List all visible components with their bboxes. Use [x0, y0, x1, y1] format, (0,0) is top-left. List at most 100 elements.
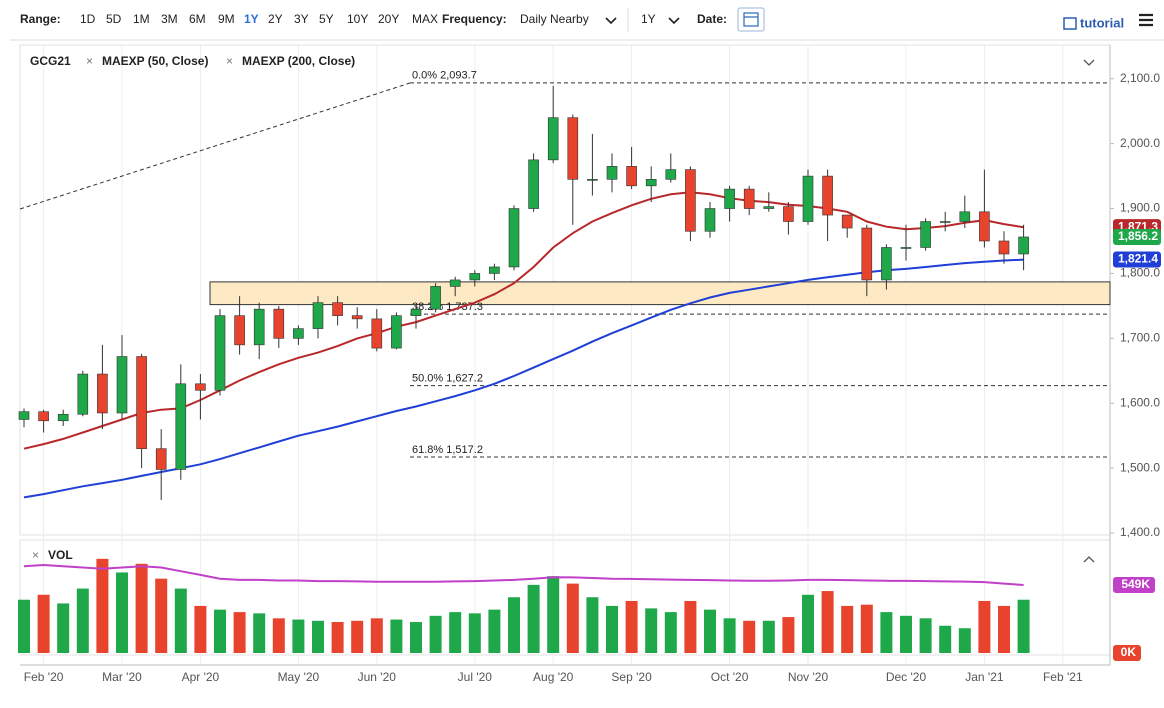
candle-body: [626, 166, 637, 187]
range-button[interactable]: 9M: [218, 12, 235, 26]
y-tick-label: 1,800.0: [1120, 266, 1160, 280]
range-button[interactable]: 3Y: [294, 12, 309, 26]
fib-label: 61.8% 1,517.2: [412, 444, 483, 456]
y-tick-label: 2,000.0: [1120, 136, 1160, 150]
candle-body: [822, 175, 833, 216]
range-button[interactable]: 2Y: [268, 12, 283, 26]
candle-body: [606, 166, 618, 180]
volume-bar: [390, 619, 403, 653]
candle-body: [136, 356, 147, 449]
candle-body: [881, 247, 892, 281]
volume-bar: [762, 620, 775, 653]
candle-body: [332, 302, 343, 316]
x-tick-label: Nov '20: [788, 670, 829, 684]
last-value-tag: [1113, 576, 1155, 593]
fib-trendline: [19, 82, 411, 210]
range-button[interactable]: 5D: [106, 12, 122, 26]
volume-bar: [566, 583, 579, 653]
volume-bar: [841, 605, 854, 653]
last-value-tag: [1113, 228, 1161, 245]
candle-body: [469, 273, 481, 281]
moving-average: [23, 258, 1024, 499]
volume-bar: [782, 617, 795, 653]
y-tick-label: 1,600.0: [1120, 395, 1160, 409]
candle-body: [57, 413, 69, 422]
candle-body: [116, 356, 128, 414]
volume-bar: [919, 618, 932, 653]
candle-body: [489, 266, 500, 274]
volume-bar: [76, 588, 89, 653]
volume-bar: [410, 622, 422, 653]
legend-entry: MAEXP (200, Close): [242, 54, 355, 68]
frequency-select[interactable]: Daily Nearby: [520, 12, 589, 26]
volume-bar: [1017, 599, 1030, 653]
candle-body: [704, 208, 716, 232]
candle-body: [449, 279, 461, 287]
x-tick-label: Apr '20: [182, 670, 220, 684]
candle-body: [998, 240, 1010, 255]
range-button[interactable]: 1D: [80, 12, 96, 26]
expand-button[interactable]: [1083, 556, 1095, 563]
volume-average: [23, 563, 1024, 586]
volume-bar: [880, 612, 893, 653]
collapse-button[interactable]: [1083, 59, 1095, 66]
volume-bar: [370, 618, 383, 653]
last-value-tag: [1113, 251, 1161, 268]
tutorial-link[interactable]: tutorial: [1080, 15, 1124, 30]
range-button[interactable]: 3M: [161, 12, 178, 26]
period-select[interactable]: 1Y: [641, 12, 656, 26]
volume-bar: [57, 603, 70, 653]
fib-label: 38.2% 1,737.3: [412, 301, 483, 313]
range-button[interactable]: 1M: [133, 12, 150, 26]
candle-body: [273, 308, 285, 339]
volume-bar: [116, 572, 128, 653]
candle-body: [547, 117, 559, 161]
candle-body: [528, 159, 539, 209]
range-button[interactable]: 1Y: [244, 12, 259, 26]
x-tick-label: Oct '20: [711, 670, 749, 684]
candle-body: [155, 448, 167, 470]
remove-icon[interactable]: ×: [226, 54, 233, 68]
volume-bar: [743, 620, 756, 653]
candle-body: [18, 411, 30, 420]
volume-bar: [37, 594, 50, 653]
range-button[interactable]: 20Y: [378, 12, 399, 26]
candle-body: [253, 308, 265, 346]
volume-bar: [449, 612, 462, 653]
candle-body: [391, 315, 402, 349]
grid: [43, 45, 1064, 665]
x-tick-label: Jan '21: [965, 670, 1004, 684]
range-button[interactable]: MAX: [412, 12, 438, 26]
volume-bar: [606, 605, 618, 653]
calendar-button[interactable]: [737, 7, 765, 32]
x-tick-label: Jul '20: [458, 670, 493, 684]
symbol-legend: GCG21: [30, 54, 71, 68]
volume-bar: [174, 588, 187, 653]
volume-bar: [939, 625, 952, 653]
y-tick-label: 2,100.0: [1120, 71, 1160, 85]
volume-bar: [488, 609, 501, 653]
candle-body: [841, 214, 853, 229]
menu-button[interactable]: [1139, 13, 1153, 27]
remove-icon[interactable]: ×: [32, 548, 39, 562]
candle-body: [920, 221, 931, 248]
range-button[interactable]: 10Y: [347, 12, 368, 26]
candle-body: [97, 373, 108, 414]
fib-label: 50.0% 1,627.2: [412, 373, 483, 385]
chevron: [605, 17, 617, 25]
volume-bar: [331, 622, 344, 653]
candle-body: [763, 206, 775, 209]
volume-bar: [253, 613, 266, 653]
range-button[interactable]: 5Y: [319, 12, 334, 26]
moving-average: [23, 191, 1024, 450]
x-tick-label: Feb '21: [1043, 670, 1083, 684]
last-value-label: 549K: [1121, 577, 1150, 591]
x-tick-label: Mar '20: [102, 670, 142, 684]
candle-body: [783, 206, 794, 222]
remove-icon[interactable]: ×: [86, 54, 93, 68]
volume-bar: [96, 558, 109, 653]
range-button[interactable]: 6M: [189, 12, 206, 26]
volume-bar: [527, 584, 540, 653]
volume-bar: [292, 619, 305, 653]
